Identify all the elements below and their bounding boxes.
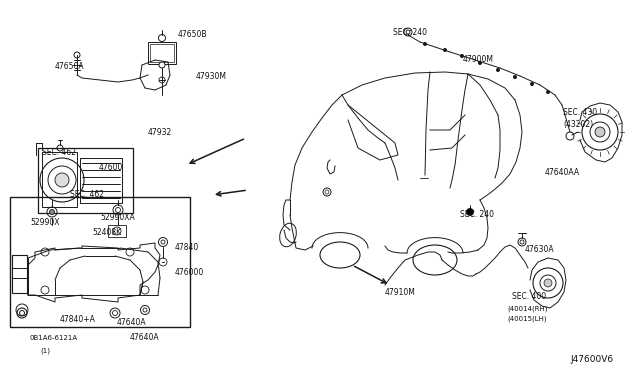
Text: SEC. 240: SEC. 240 — [460, 210, 494, 219]
Text: SEC. 462: SEC. 462 — [70, 190, 104, 199]
Text: 476000: 476000 — [175, 268, 204, 277]
Text: 47910M: 47910M — [385, 288, 416, 297]
Circle shape — [55, 173, 69, 187]
Text: 47840: 47840 — [175, 243, 199, 252]
Circle shape — [49, 209, 54, 215]
Text: 47930M: 47930M — [196, 72, 227, 81]
Text: J47600V6: J47600V6 — [570, 355, 613, 364]
Bar — [10, 197, 190, 327]
Text: 52990XA: 52990XA — [100, 213, 135, 222]
Circle shape — [497, 68, 499, 71]
Text: SEC. 462: SEC. 462 — [42, 148, 76, 157]
Text: 47600: 47600 — [99, 163, 124, 172]
Bar — [148, 42, 176, 64]
Bar — [80, 158, 122, 203]
Text: (40015(LH): (40015(LH) — [507, 316, 547, 323]
Text: (40014(RH): (40014(RH) — [507, 305, 547, 311]
Circle shape — [544, 279, 552, 287]
Circle shape — [323, 188, 331, 196]
Text: 0B1A6-6121A: 0B1A6-6121A — [30, 335, 78, 341]
Circle shape — [467, 208, 474, 215]
Circle shape — [406, 30, 410, 34]
Circle shape — [547, 90, 550, 93]
Circle shape — [531, 83, 534, 86]
Text: 47640A: 47640A — [117, 318, 147, 327]
Text: 47640A: 47640A — [130, 333, 159, 342]
Text: 47630A: 47630A — [525, 245, 555, 254]
Circle shape — [461, 55, 463, 58]
Bar — [38, 148, 133, 213]
Circle shape — [424, 42, 426, 45]
Text: 52408K: 52408K — [92, 228, 121, 237]
Bar — [12, 255, 27, 293]
Text: 47650B: 47650B — [178, 30, 207, 39]
Circle shape — [444, 48, 447, 51]
Bar — [108, 225, 126, 237]
Text: 47932: 47932 — [148, 128, 172, 137]
Circle shape — [513, 76, 516, 78]
Circle shape — [479, 61, 481, 64]
Circle shape — [595, 127, 605, 137]
Text: 52990X: 52990X — [30, 218, 60, 227]
Text: (43202): (43202) — [563, 120, 593, 129]
Text: 47840+A: 47840+A — [60, 315, 96, 324]
Circle shape — [159, 62, 165, 68]
Bar — [150, 44, 174, 62]
Text: 47640AA: 47640AA — [545, 168, 580, 177]
Text: 47650A: 47650A — [55, 62, 84, 71]
Text: (1): (1) — [40, 347, 50, 353]
Bar — [42, 152, 77, 207]
Text: SEC. 240: SEC. 240 — [393, 28, 427, 37]
Text: 47900M: 47900M — [463, 55, 494, 64]
Text: SEC. 430: SEC. 430 — [563, 108, 597, 117]
Text: SEC. 400: SEC. 400 — [512, 292, 546, 301]
